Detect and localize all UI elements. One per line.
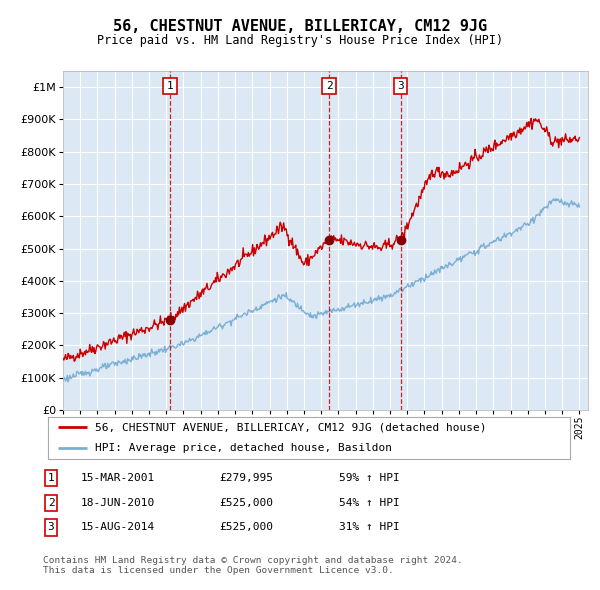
Text: £279,995: £279,995: [219, 473, 273, 483]
Text: 56, CHESTNUT AVENUE, BILLERICAY, CM12 9JG: 56, CHESTNUT AVENUE, BILLERICAY, CM12 9J…: [113, 19, 487, 34]
Text: 2: 2: [47, 498, 55, 507]
Text: 59% ↑ HPI: 59% ↑ HPI: [339, 473, 400, 483]
Text: 15-MAR-2001: 15-MAR-2001: [81, 473, 155, 483]
Text: 18-JUN-2010: 18-JUN-2010: [81, 498, 155, 507]
Text: 15-AUG-2014: 15-AUG-2014: [81, 523, 155, 532]
Text: 1: 1: [167, 81, 173, 91]
Text: Price paid vs. HM Land Registry's House Price Index (HPI): Price paid vs. HM Land Registry's House …: [97, 34, 503, 47]
Text: 1: 1: [47, 473, 55, 483]
Text: £525,000: £525,000: [219, 523, 273, 532]
Text: 31% ↑ HPI: 31% ↑ HPI: [339, 523, 400, 532]
Text: 56, CHESTNUT AVENUE, BILLERICAY, CM12 9JG (detached house): 56, CHESTNUT AVENUE, BILLERICAY, CM12 9J…: [95, 422, 487, 432]
Text: HPI: Average price, detached house, Basildon: HPI: Average price, detached house, Basi…: [95, 444, 392, 453]
Text: 3: 3: [47, 523, 55, 532]
Text: £525,000: £525,000: [219, 498, 273, 507]
Text: 54% ↑ HPI: 54% ↑ HPI: [339, 498, 400, 507]
Text: 3: 3: [397, 81, 404, 91]
Text: 2: 2: [326, 81, 332, 91]
Text: Contains HM Land Registry data © Crown copyright and database right 2024.
This d: Contains HM Land Registry data © Crown c…: [43, 556, 463, 575]
